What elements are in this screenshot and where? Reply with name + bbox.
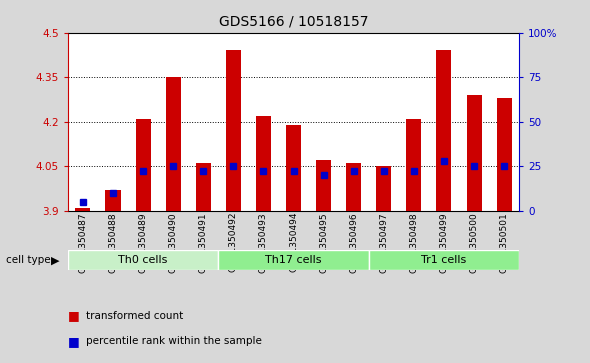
Bar	[196, 163, 211, 211]
Bar	[467, 95, 481, 211]
Bar	[437, 50, 451, 211]
Bar	[346, 163, 361, 211]
Bar	[316, 160, 331, 211]
Bar	[256, 116, 271, 211]
Text: Th0 cells: Th0 cells	[119, 256, 168, 265]
Text: ■: ■	[68, 309, 80, 322]
Text: percentile rank within the sample: percentile rank within the sample	[86, 336, 261, 346]
Text: ▶: ▶	[51, 256, 60, 265]
Text: ■: ■	[68, 335, 80, 348]
Bar	[218, 250, 369, 270]
Bar	[106, 190, 120, 211]
Bar	[76, 208, 90, 211]
Bar	[376, 166, 391, 211]
Text: GDS5166 / 10518157: GDS5166 / 10518157	[219, 15, 368, 29]
Bar	[369, 250, 519, 270]
Text: Tr1 cells: Tr1 cells	[421, 256, 467, 265]
Text: Th17 cells: Th17 cells	[266, 256, 322, 265]
Bar	[68, 250, 218, 270]
Bar	[166, 77, 181, 211]
Bar	[226, 50, 241, 211]
Text: cell type: cell type	[6, 256, 51, 265]
Bar	[286, 125, 301, 211]
Bar	[497, 98, 512, 211]
Text: transformed count: transformed count	[86, 311, 183, 321]
Bar	[136, 119, 150, 211]
Bar	[407, 119, 421, 211]
